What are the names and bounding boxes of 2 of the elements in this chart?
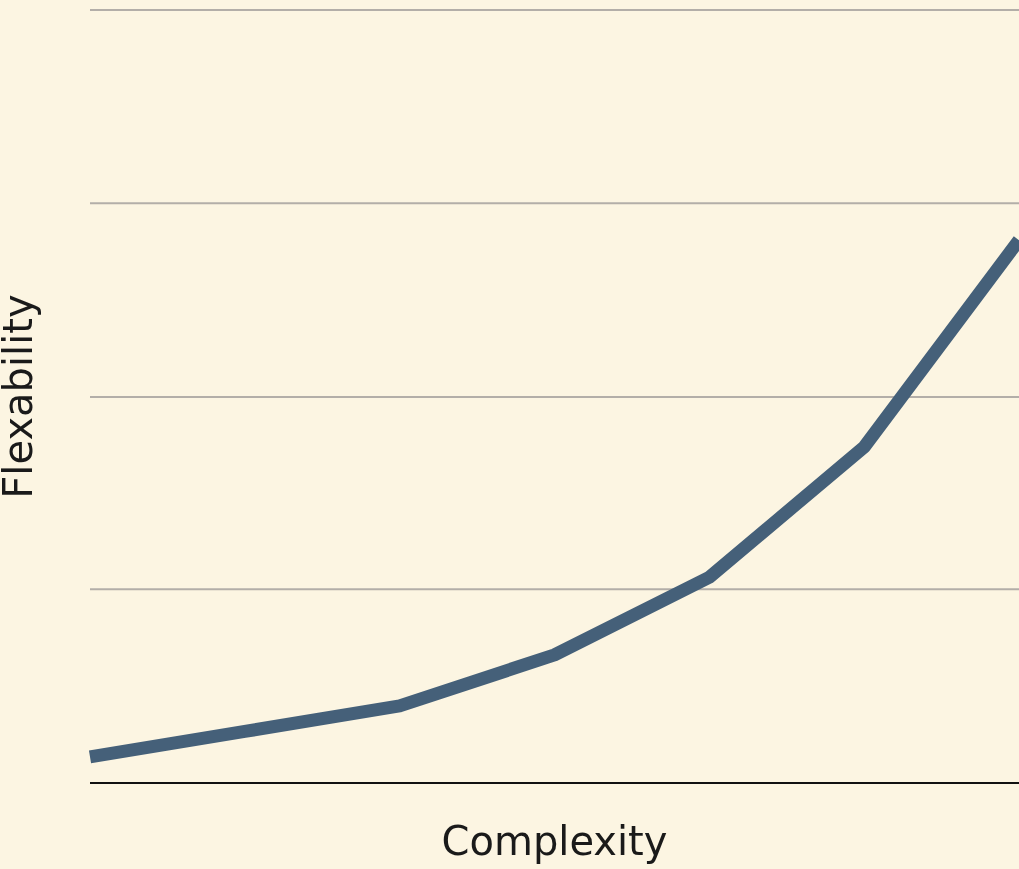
y-axis-title: Flexability — [0, 294, 42, 499]
x-axis-title: Complexity — [441, 818, 668, 864]
